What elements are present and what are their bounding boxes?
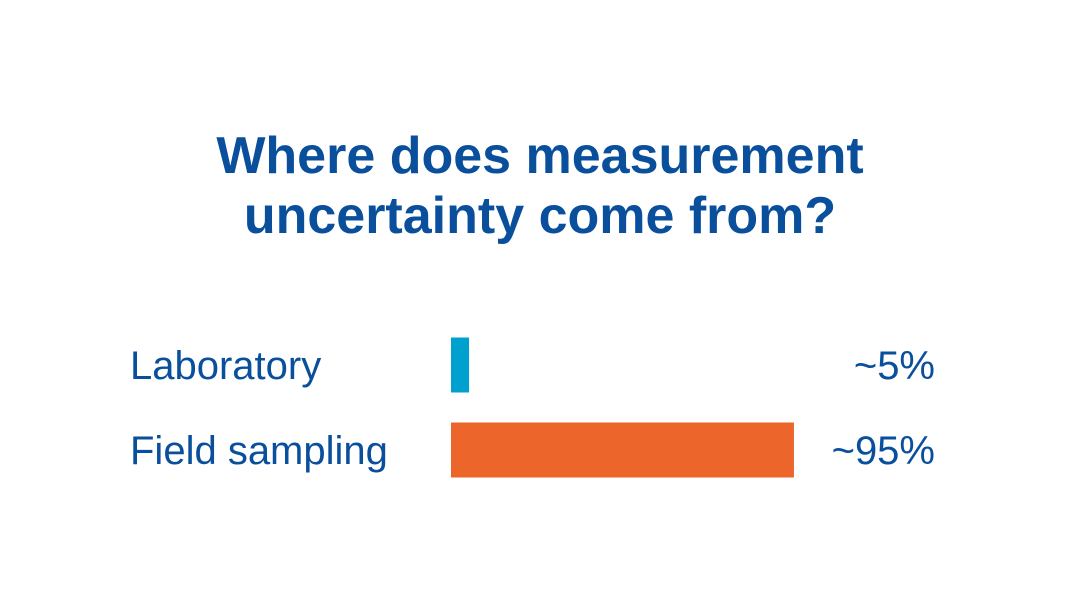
category-label-field-sampling: Field sampling (130, 429, 388, 473)
bar-field-sampling (451, 422, 794, 478)
bar-laboratory (451, 337, 470, 393)
value-label-laboratory: ~5% (854, 344, 935, 388)
chart-title-line-2: uncertainty come from? (243, 187, 837, 245)
value-label-field-sampling: ~95% (832, 429, 935, 473)
category-label-laboratory: Laboratory (130, 344, 321, 388)
chart-title: Where does measurement uncertainty come … (0, 126, 1080, 246)
chart-title-line-1: Where does measurement (216, 127, 864, 185)
